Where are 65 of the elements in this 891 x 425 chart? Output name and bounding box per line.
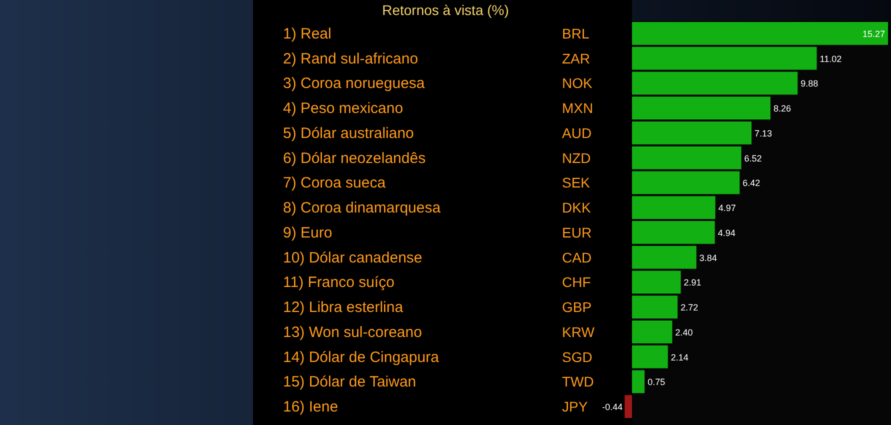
y-tick-label: 4) Peso mexicano [283,100,404,118]
data-label: 4.94 [718,228,736,238]
y-tick-label: 1) Real [283,25,332,42]
text: SEK [562,174,591,191]
bar [632,46,817,70]
y-tick-label: 16) Iene [283,398,338,416]
y-tick-label: 10) Dólar canadense [283,249,422,266]
bar [632,122,752,144]
bar [632,345,668,368]
data-label: 15.27 [862,28,885,39]
text: NZD [562,150,591,166]
text: EUR [562,224,592,240]
y-tick-label: 5) Dólar australiano [283,124,414,142]
data-label: 2.14 [670,352,688,362]
data-label: 7.13 [754,128,772,138]
data-label: 2.72 [680,302,698,313]
text: DKK [562,200,592,216]
text: MXN [562,100,594,116]
bar [632,270,681,294]
text: CHF [562,274,591,290]
bar [632,246,696,269]
data-label: 6.52 [744,153,762,164]
text: SGD [562,348,592,365]
y-tick-label: 13) Won sul-coreano [283,324,422,341]
data-label: 4.97 [718,203,736,214]
data-label: 6.42 [742,178,760,188]
text: KRW [562,324,596,340]
data-label: 8.26 [773,104,792,114]
data-label: -0.44 [602,402,623,412]
y-tick-label: 12) Libra esterlina [283,299,404,316]
y-tick-label: 15) Dólar de Taiwan [283,374,416,391]
text: Retornos à vista (%) [382,2,509,18]
y-tick-label: 9) Euro [283,224,332,242]
y-tick-label: 6) Dólar neozelandês [283,150,426,167]
data-label: 11.02 [820,54,842,64]
bar [632,296,678,318]
text: CAD [562,249,592,266]
bar [632,221,715,244]
data-label: 3.84 [699,252,717,263]
data-label: 2.91 [684,278,702,288]
text: TWD [562,374,594,390]
y-tick-label: 2) Rand sul-africano [283,50,418,68]
text: BRL [562,25,590,42]
bar [632,146,742,170]
y-tick-label: 14) Dólar de Cingapura [283,348,440,366]
bar [632,22,888,45]
bar [624,395,632,418]
y-tick-label: 11) Franco suíço [283,274,394,292]
bar [632,96,770,120]
data-label: 0.75 [648,377,666,388]
text: JPY [562,398,588,415]
bar [632,196,716,219]
data-label: 9.88 [800,78,818,89]
y-tick-label: 7) Coroa sueca [283,174,386,192]
bar [632,320,672,344]
bar [632,370,645,394]
y-tick-label: 8) Coroa dinamarquesa [283,200,442,217]
text: ZAR [562,50,590,66]
text: NOK [562,75,593,92]
y-tick-label: 3) Coroa norueguesa [283,75,426,92]
data-label: 2.40 [675,327,693,338]
bar [632,72,798,95]
text: AUD [562,124,592,141]
text: GBP [562,299,592,316]
bar [632,171,740,194]
